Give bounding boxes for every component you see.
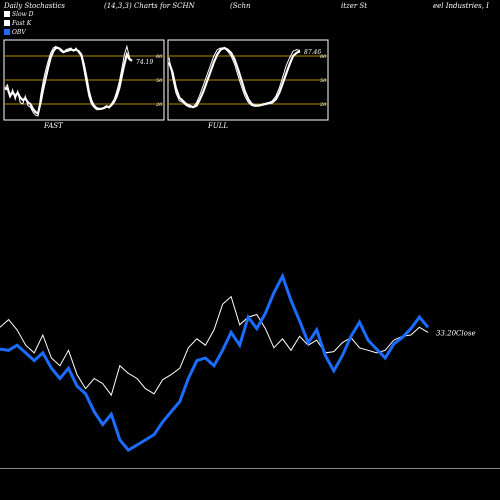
legend-item-slow-d: Slow D [4,11,34,18]
last-value-label-full: 87.46 [304,49,321,56]
tick-label-full-80: 80 [320,54,327,60]
tick-label-full-20: 20 [319,102,327,108]
chart-title-mid: (14,3,3) Charts for SCHN [104,2,195,10]
last-value-label-close: 33.20Close [436,329,476,337]
legend-swatch-slow-d [4,11,10,17]
panel-label-fast: FAST [44,122,63,130]
tick-label-full-50: 50 [320,78,327,84]
chart-title-company-a: (Schn [230,2,251,10]
legend-label-slow-d: Slow D [12,11,34,18]
legend-label-obv: OBV [12,29,26,36]
tick-label-fast-20: 20 [155,102,163,108]
legend-item-fast-k: Fast K [4,20,31,27]
tick-label-fast-80: 80 [156,54,163,60]
series-line-close [0,295,429,397]
panel-label-full: FULL [208,122,229,130]
legend-swatch-fast-k [4,20,10,26]
series-line-obv [0,272,430,453]
legend-label-fast-k: Fast K [12,20,32,27]
last-value-label-fast: 74.19 [136,59,153,66]
series-line-fast-fast-k [4,44,133,117]
series-line-full-slow-d [167,46,301,109]
chart-title-company-b: itzer St [341,2,368,10]
chart-title-company-c: eel Industries, I [433,2,489,10]
legend-item-obv: OBV [4,29,26,36]
legend-swatch-obv [4,29,10,35]
series-line-full-fast-k [168,47,301,108]
tick-label-fast-50: 50 [156,78,163,84]
chart-title-left: Daily Stochastics [4,2,66,10]
